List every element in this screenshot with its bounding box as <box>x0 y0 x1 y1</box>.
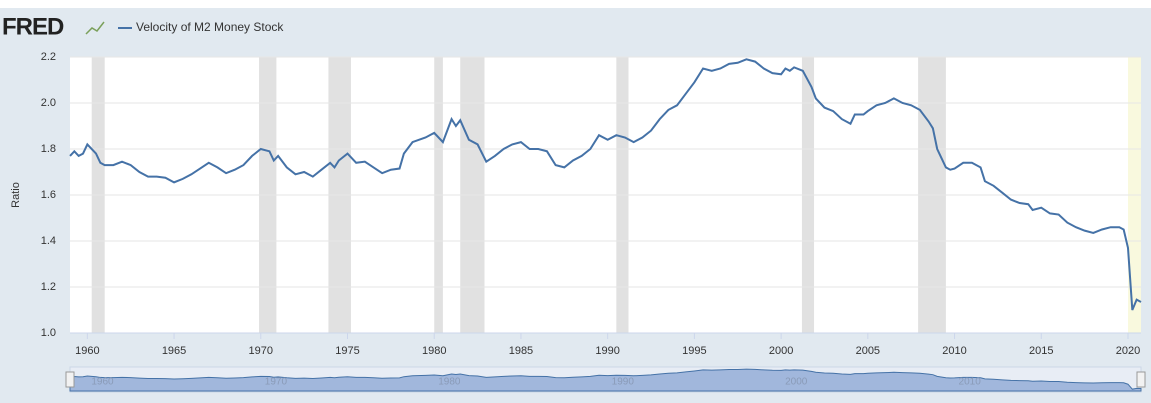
x-tick-label: 2000 <box>769 345 793 357</box>
y-tick-label: 1.2 <box>41 281 56 293</box>
y-tick-label: 2.2 <box>41 51 56 63</box>
x-tick-label: 1965 <box>162 345 186 357</box>
x-tick-label: 2010 <box>942 345 966 357</box>
y-tick-label: 1.6 <box>41 189 56 201</box>
navigator-tick-label: 1980 <box>438 377 461 388</box>
x-tick-label: 2005 <box>856 345 880 357</box>
y-tick-label: 1.0 <box>41 327 56 339</box>
navigator-tick-label: 2010 <box>959 377 982 388</box>
navigator-tick-label: 1970 <box>265 377 288 388</box>
series-line <box>69 58 1142 311</box>
navigator-tick-label: 1990 <box>612 377 635 388</box>
x-tick-label: 1995 <box>682 345 706 357</box>
x-tick-label: 1975 <box>335 345 359 357</box>
x-tick-label: 1985 <box>509 345 533 357</box>
x-tick-label: 1970 <box>249 345 273 357</box>
y-axis-label: Ratio <box>10 182 22 208</box>
x-tick-label: 2020 <box>1116 345 1140 357</box>
legend-label: Velocity of M2 Money Stock <box>136 20 284 34</box>
navigator-area <box>69 368 1142 392</box>
navigator-handle <box>65 371 75 388</box>
x-tick-label: 1960 <box>75 345 99 357</box>
navigator-handle <box>1136 371 1146 388</box>
logo-icon <box>85 21 105 35</box>
logo: FRED <box>2 13 64 40</box>
x-tick-label: 2015 <box>1029 345 1053 357</box>
y-tick-label: 1.4 <box>41 235 56 247</box>
x-tick-label: 1980 <box>422 345 446 357</box>
x-tick-label: 1990 <box>595 345 619 357</box>
navigator-tick-label: 1960 <box>91 377 114 388</box>
navigator-tick-label: 2000 <box>785 377 808 388</box>
y-tick-label: 2.0 <box>41 97 56 109</box>
y-tick-label: 1.8 <box>41 143 56 155</box>
